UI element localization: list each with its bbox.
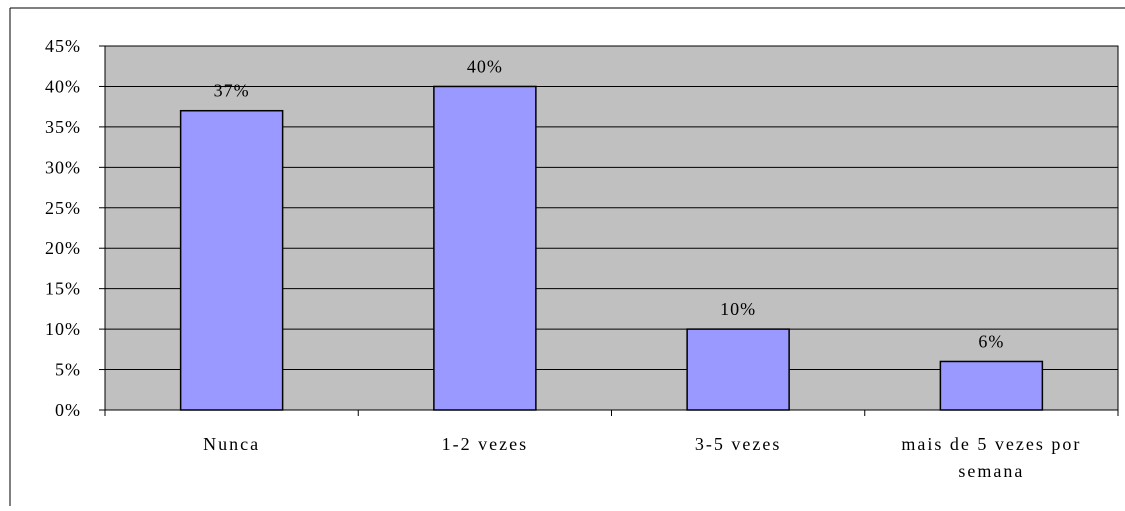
y-tick-label-35: 35% <box>45 117 81 137</box>
y-tick-label-45: 45% <box>45 36 81 56</box>
bars <box>179 85 1044 411</box>
data-label-4: 6% <box>978 331 1004 351</box>
category-label-1: Nunca <box>203 434 260 454</box>
category-label-4-line-1: mais de 5 vezes por <box>901 434 1081 454</box>
data-labels: 37% 40% 10% 6% <box>214 56 1004 351</box>
data-label-1: 37% <box>214 81 250 101</box>
y-tick-label-10: 10% <box>45 319 81 339</box>
category-label-4-line-2: semana <box>958 461 1024 481</box>
y-tick-label-30: 30% <box>45 157 81 177</box>
axes <box>99 45 1119 416</box>
bar-1 <box>179 109 284 411</box>
bar-3 <box>686 328 790 411</box>
data-label-2: 40% <box>467 56 503 76</box>
y-tick-label-0: 0% <box>55 400 81 420</box>
y-tick-label-40: 40% <box>45 76 81 96</box>
y-tick-label-20: 20% <box>45 238 81 258</box>
category-label-2: 1-2 vezes <box>442 434 528 454</box>
y-axis-tick-labels: 0% 5% 10% 15% 20% 25% 30% 35% 40% 45% <box>45 36 81 420</box>
bar-2 <box>433 85 537 411</box>
data-label-3: 10% <box>720 299 756 319</box>
category-label-3: 3-5 vezes <box>695 434 781 454</box>
bar-4 <box>939 360 1044 411</box>
y-tick-label-25: 25% <box>45 198 81 218</box>
x-axis-category-labels: Nunca 1-2 vezes 3-5 vezes mais de 5 vezes p… <box>203 434 1081 481</box>
y-tick-label-5: 5% <box>55 360 81 380</box>
y-tick-label-15: 15% <box>45 279 81 299</box>
